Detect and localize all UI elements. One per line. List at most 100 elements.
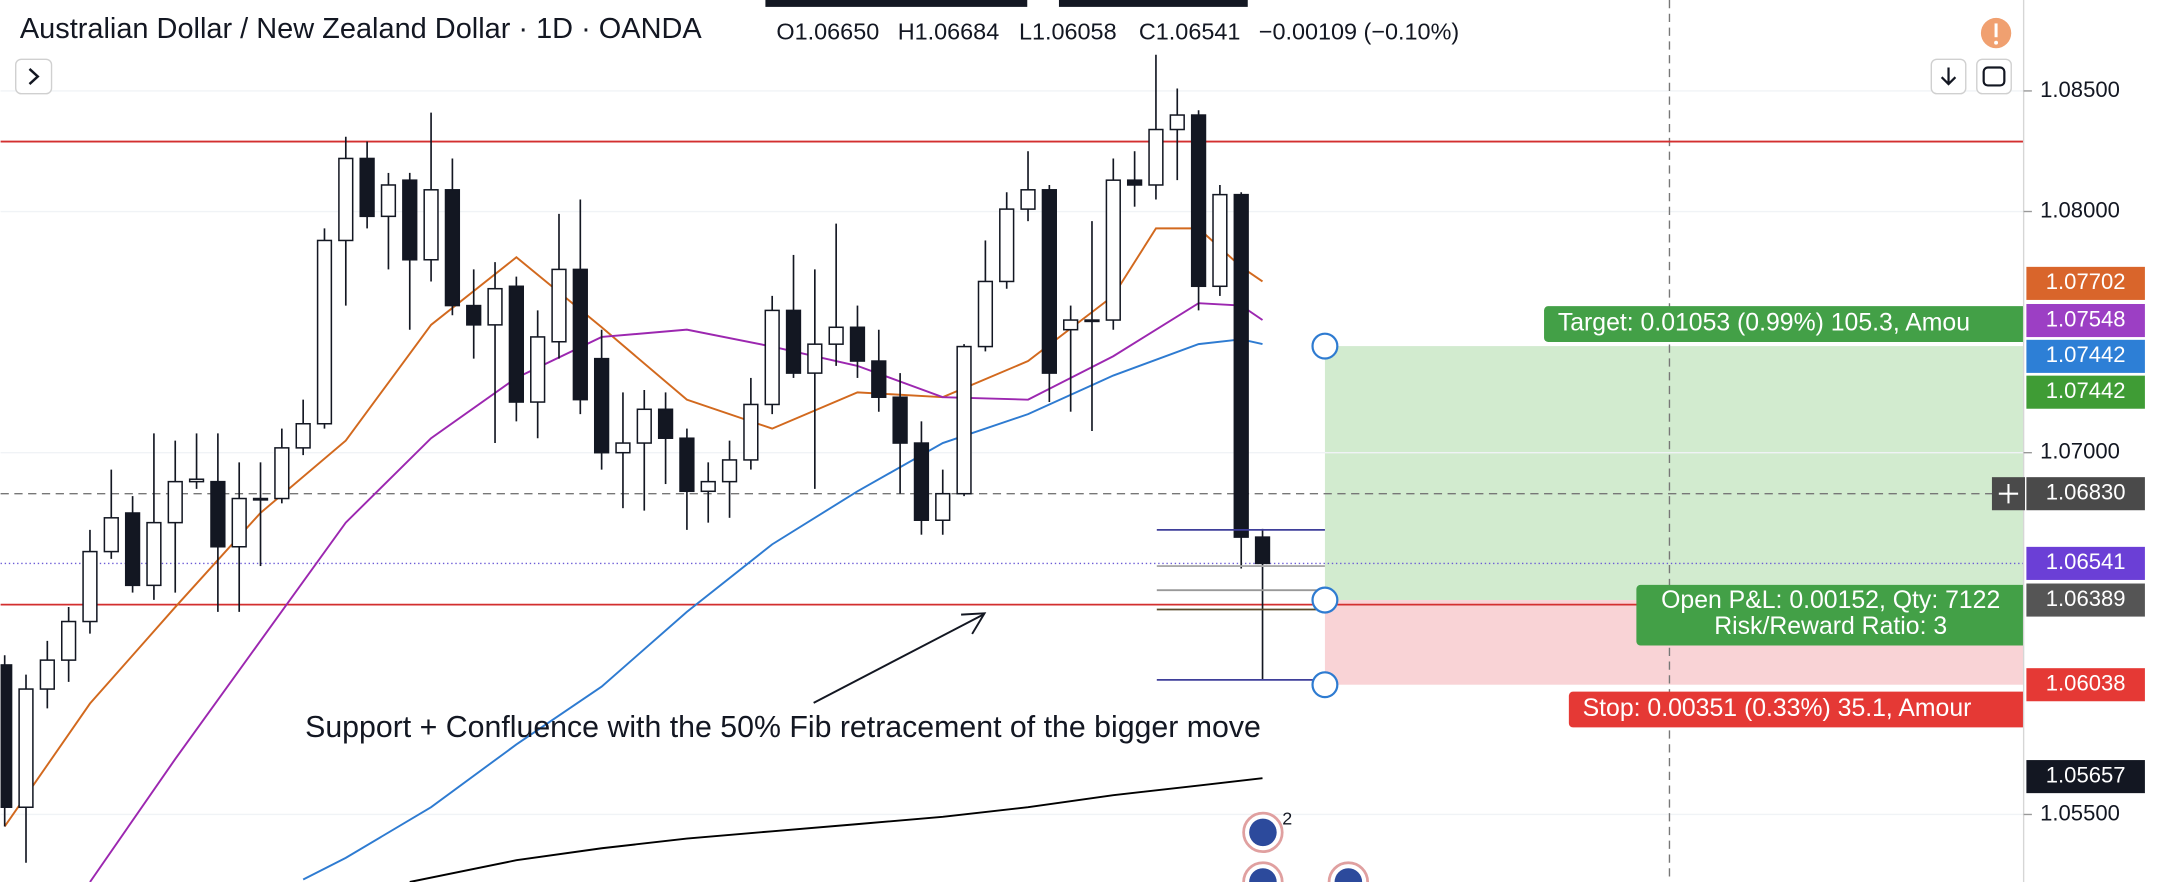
price-label-box bbox=[2026, 760, 2145, 794]
price-label: 1.05657 bbox=[2046, 762, 2126, 787]
target-label-box bbox=[1544, 306, 2024, 342]
price-label-box bbox=[2026, 375, 2145, 409]
candle-body bbox=[892, 396, 908, 444]
candle-body bbox=[636, 408, 652, 444]
candle-body bbox=[338, 157, 354, 242]
candle-body bbox=[444, 189, 461, 307]
candle-body bbox=[1105, 179, 1121, 321]
pnl-label: Open P&L: 0.00152, Qty: 7122 bbox=[1661, 587, 2000, 614]
candle-body bbox=[1148, 128, 1164, 186]
annotation-arrowhead bbox=[961, 612, 987, 635]
candle-body bbox=[1212, 193, 1228, 288]
candle-body bbox=[487, 287, 503, 326]
crosshair-tab-icon bbox=[1998, 484, 2019, 504]
ohlc-change: −0.00109 (−0.10%) bbox=[1259, 18, 1459, 44]
candle-body bbox=[274, 447, 290, 500]
candle-body bbox=[188, 478, 205, 483]
candle-body bbox=[764, 309, 780, 406]
candle-body bbox=[295, 422, 311, 449]
candle-body bbox=[82, 550, 98, 623]
price-label: 1.06830 bbox=[2046, 480, 2126, 505]
position-handle bbox=[1311, 586, 1339, 614]
candle-body bbox=[935, 492, 951, 521]
price-label-box bbox=[2026, 583, 2145, 617]
ohlc-open: O1.06650 bbox=[776, 18, 879, 44]
event-flags[interactable]: 2 bbox=[1242, 809, 1370, 882]
candle-body bbox=[956, 345, 972, 495]
price-label-box bbox=[2026, 266, 2145, 300]
candle-body bbox=[615, 442, 631, 454]
candle-body bbox=[743, 403, 759, 461]
price-axis: 1.08500 1.08000 1.07000 1.05500 1.07702 1.075… bbox=[2023, 77, 2145, 825]
candle-body bbox=[508, 285, 525, 403]
candle-body bbox=[210, 480, 226, 548]
ohlc-low: L1.06058 bbox=[1019, 18, 1117, 44]
candle-body bbox=[39, 659, 55, 690]
candle-body bbox=[18, 688, 34, 808]
candle-body bbox=[146, 521, 162, 587]
candle-body bbox=[402, 179, 418, 261]
fullscreen-button[interactable] bbox=[1976, 58, 2012, 95]
candle-body bbox=[551, 268, 567, 343]
candle-body bbox=[572, 268, 588, 401]
candle-body bbox=[380, 184, 397, 218]
target-label: Target: 0.01053 (0.99%) 105.3, Amou bbox=[1558, 310, 1970, 337]
position-handle bbox=[1311, 332, 1339, 360]
annotation-arrow bbox=[813, 613, 984, 704]
candle-body bbox=[657, 408, 674, 439]
chart-title: Australian Dollar / New Zealand Dollar ·… bbox=[20, 13, 703, 45]
candle-body bbox=[124, 512, 141, 587]
position-handle bbox=[1311, 671, 1339, 699]
pnl-label-box bbox=[1636, 584, 2024, 646]
alert-icon[interactable] bbox=[1980, 17, 2012, 49]
overlay-bar bbox=[765, 0, 1028, 7]
event-count: 2 bbox=[1282, 809, 1292, 829]
price-label: 1.06541 bbox=[2046, 549, 2126, 574]
y-tick-label: 1.08500 bbox=[2040, 77, 2120, 102]
price-label: 1.07442 bbox=[2046, 342, 2126, 367]
price-label: 1.07702 bbox=[2046, 269, 2126, 294]
moving-average bbox=[302, 338, 1263, 881]
y-tick-label: 1.05500 bbox=[2040, 800, 2120, 825]
price-label-box bbox=[2026, 339, 2145, 373]
y-tick-label: 1.08000 bbox=[2040, 197, 2120, 222]
candle-body bbox=[60, 620, 77, 661]
expand-button[interactable] bbox=[15, 58, 53, 95]
candle-body bbox=[1020, 189, 1036, 210]
stop-label: Stop: 0.00351 (0.33%) 35.1, Amour bbox=[1583, 695, 1972, 722]
scroll-button[interactable] bbox=[1930, 58, 1967, 95]
candle-body bbox=[231, 497, 247, 548]
candle-body bbox=[0, 664, 13, 808]
price-label: 1.07548 bbox=[2046, 306, 2126, 331]
candle-body bbox=[1126, 179, 1143, 186]
candle-body bbox=[103, 517, 119, 553]
candle-body bbox=[849, 326, 866, 362]
candle-body bbox=[977, 280, 994, 348]
candle-body bbox=[1063, 319, 1079, 331]
candle-body bbox=[466, 304, 482, 326]
candle-body bbox=[1041, 189, 1057, 374]
price-label: 1.06389 bbox=[2046, 586, 2126, 611]
annotation: Support + Confluence with the 50% Fib re… bbox=[305, 711, 1261, 744]
candle-body bbox=[530, 336, 546, 403]
ohlc-close: C1.06541 bbox=[1139, 18, 1241, 44]
price-label-box bbox=[2026, 303, 2145, 338]
candle-body bbox=[252, 497, 269, 501]
candle-body bbox=[423, 189, 439, 261]
candle-body bbox=[593, 357, 610, 454]
stop-label-box bbox=[1568, 691, 2024, 728]
candle-body bbox=[1254, 536, 1271, 565]
candle-body bbox=[871, 360, 887, 398]
ohlc-high: H1.06684 bbox=[898, 18, 1000, 44]
price-label-box bbox=[2026, 668, 2145, 702]
candle-body bbox=[1190, 114, 1207, 288]
price-label-box bbox=[2026, 546, 2145, 580]
moving-average bbox=[409, 777, 1263, 882]
candle-body bbox=[828, 326, 844, 345]
target-zone bbox=[1324, 346, 2024, 601]
y-tick-label: 1.07000 bbox=[2040, 439, 2120, 464]
candle-body bbox=[1084, 319, 1100, 323]
candle-body bbox=[807, 343, 823, 374]
